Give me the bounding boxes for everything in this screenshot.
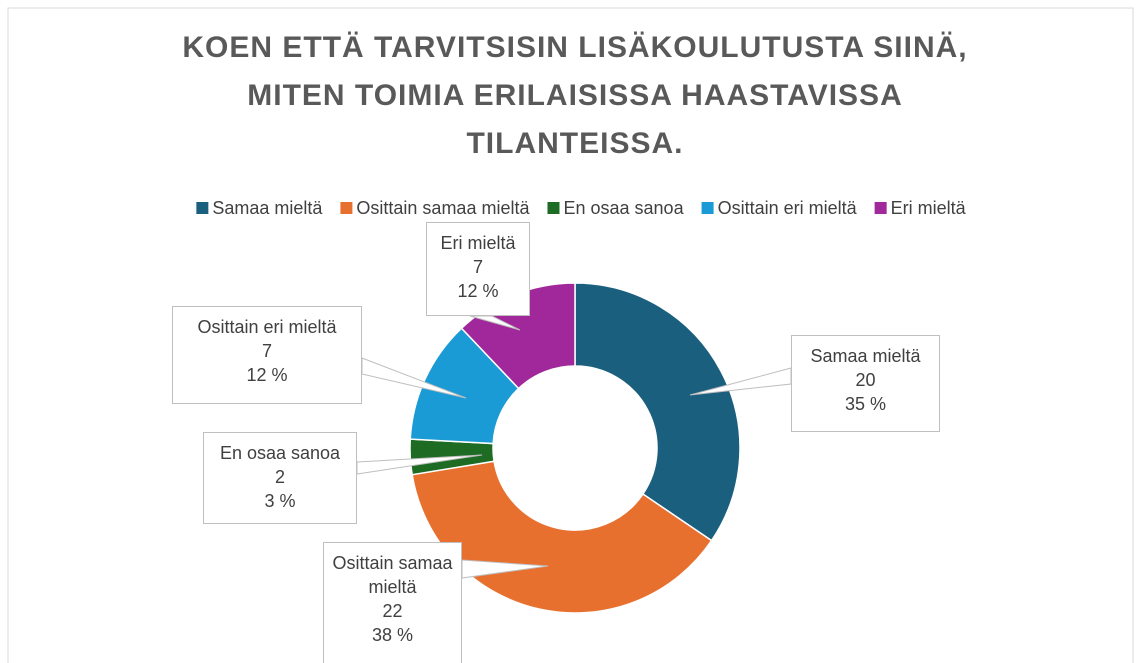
label-value: 7 (261, 341, 272, 361)
legend-label: Osittain eri mieltä (718, 198, 858, 218)
label-percent: 3 % (264, 491, 296, 511)
callout-pointer (356, 454, 483, 475)
legend-label: Samaa mieltä (212, 198, 323, 218)
data-label: Osittain eri mieltä 7 12 % (172, 306, 362, 404)
legend-label: Eri mieltä (891, 198, 967, 218)
data-label: Samaa mieltä 20 35 % (791, 335, 940, 432)
legend-label: Osittain samaa mieltä (356, 198, 530, 218)
label-category: Osittain eri mieltä (197, 317, 337, 337)
legend-swatch (874, 202, 887, 214)
callout-pointer (461, 559, 549, 579)
legend-swatch (547, 202, 560, 214)
chart-title: KOEN ETTÄ TARVITSISIN LISÄKOULUTUSTA SII… (182, 31, 968, 160)
label-category: En osaa sanoa (219, 443, 341, 463)
donut-segment (574, 282, 741, 542)
legend: Samaa mieltä Osittain samaa mieltä En osaa… (196, 198, 967, 218)
data-label: Eri mieltä 7 12 % (426, 222, 530, 316)
label-value: 7 (472, 257, 483, 277)
data-label: En osaa sanoa 2 3 % (203, 432, 357, 524)
label-value: 20 (855, 370, 876, 390)
label-value: 22 (382, 601, 403, 621)
label-category: Osittain samaa mieltä (332, 553, 453, 597)
label-percent: 35 % (844, 394, 887, 414)
legend-swatch (340, 202, 353, 214)
donut-segment (411, 460, 713, 614)
label-category: Eri mieltä (440, 233, 516, 253)
callout-pointer (361, 357, 467, 399)
label-value: 2 (274, 467, 285, 487)
label-percent: 12 % (457, 281, 499, 301)
legend-label: En osaa sanoa (563, 198, 684, 218)
label-percent: 12 % (246, 365, 288, 385)
legend-swatch (701, 202, 714, 214)
data-label: Osittain samaa mieltä 22 38 % (323, 542, 462, 663)
label-category: Samaa mieltä (810, 346, 921, 366)
legend-swatch (196, 202, 209, 214)
callout-pointer (469, 315, 521, 331)
chart-border (7, 7, 1134, 663)
label-percent: 38 % (371, 625, 414, 645)
